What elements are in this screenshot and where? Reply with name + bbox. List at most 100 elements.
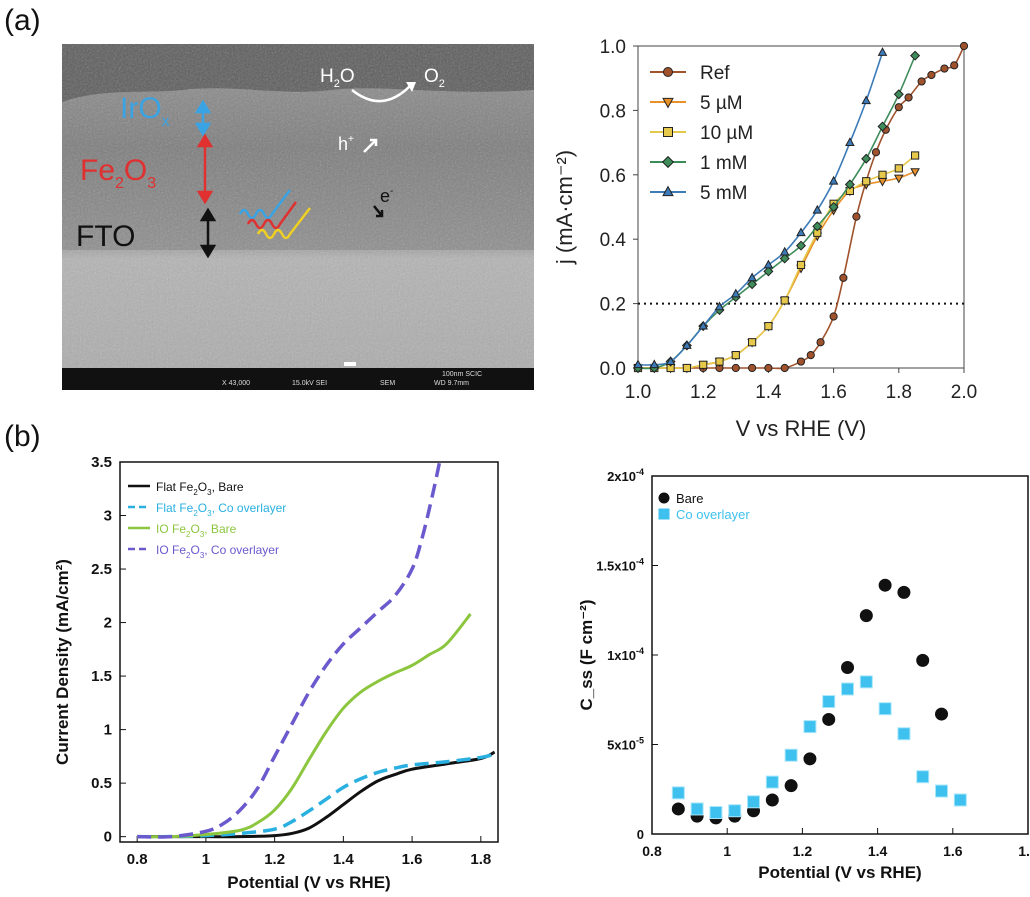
series-line	[637, 154, 916, 370]
sem-scale-text: 100nm SCIC	[442, 371, 482, 378]
y-tick-label: 0.2	[600, 295, 626, 316]
legend-marker	[662, 97, 674, 109]
y-axis-label: Current Density (mA/cm²)	[53, 559, 72, 765]
data-point	[779, 253, 790, 264]
data-point	[764, 322, 773, 331]
data-point	[665, 356, 676, 365]
label-irox: IrOx	[120, 92, 170, 130]
data-point	[841, 661, 855, 675]
chart-b-capacitance: 0 5x10-5 1x10-4 1.5x10-4 2x10-4 0.8 1 1.2 1.4 1.6…	[577, 467, 1030, 882]
data-point	[841, 682, 855, 696]
legend-label: Flat Fe2O3, Co overlayer	[156, 501, 286, 518]
series-4	[633, 47, 888, 369]
data-point	[780, 296, 789, 305]
data-point	[763, 259, 774, 269]
data-point	[862, 177, 871, 186]
y-tick-label: 0	[637, 827, 644, 842]
y-tick-label: 0.6	[600, 166, 626, 187]
sem-kv: 15.0kV SEI	[292, 380, 327, 387]
series-2	[633, 151, 920, 373]
y-tick-label: 2x10-4	[607, 467, 644, 484]
data-point	[784, 779, 798, 793]
data-point	[747, 795, 761, 809]
series-line	[637, 170, 916, 370]
data-point	[747, 279, 758, 290]
y-tick-label: 1.0	[600, 37, 626, 58]
y-tick-label: 2	[104, 615, 112, 632]
x-tick-label: 0.8	[127, 851, 148, 868]
y-tick-label: 1.5x10-4	[596, 557, 644, 574]
x-axis-label: Potential (V vs RHE)	[227, 873, 390, 892]
data-point	[649, 359, 660, 369]
label-o2: O2	[424, 66, 445, 90]
data-point	[699, 360, 708, 369]
data-point	[916, 770, 930, 784]
y-tick-label: 1	[104, 722, 112, 739]
data-point	[894, 103, 903, 112]
legend: Flat Fe2O3, Bare Flat Fe2O3, Co overlayer…	[128, 480, 286, 560]
data-point	[877, 47, 888, 56]
data-point	[839, 273, 848, 282]
series-line	[637, 45, 965, 370]
data-point	[671, 802, 685, 816]
hole-arrow	[363, 138, 378, 153]
data-point	[795, 240, 807, 251]
y-tick-label: 2.5	[91, 561, 112, 578]
legend-label: Ref	[700, 63, 730, 84]
data-point	[910, 168, 920, 177]
x-tick-label: 1.4	[755, 382, 782, 403]
y-tick-label: 0.8	[600, 101, 626, 122]
data-point	[845, 137, 855, 146]
electron-arrow	[373, 205, 384, 218]
reaction-arrow	[351, 85, 411, 103]
data-point	[784, 748, 798, 762]
data-point	[911, 151, 920, 160]
series-line-2	[137, 613, 472, 839]
plot-frame	[637, 45, 965, 369]
data-point	[796, 260, 806, 270]
data-point	[763, 266, 774, 277]
y-tick-label: 0.5	[91, 775, 112, 792]
data-point	[878, 170, 887, 179]
data-point	[765, 793, 779, 807]
data-point	[796, 227, 806, 237]
data-point	[959, 41, 969, 51]
legend-label: Co overlayer	[676, 507, 750, 522]
data-point	[893, 89, 904, 100]
series-line-0	[137, 750, 496, 839]
series-line-3	[137, 462, 442, 839]
data-point	[871, 148, 881, 157]
y-tick-label: 3.5	[91, 454, 112, 471]
data-point	[803, 720, 817, 734]
data-point	[633, 359, 643, 369]
data-point	[803, 752, 817, 766]
label-electron: e-	[380, 186, 393, 206]
y-tick-label: 5x10-5	[607, 736, 644, 753]
data-point	[893, 174, 904, 184]
legend-marker	[663, 127, 673, 137]
data-point	[765, 775, 779, 789]
sem-mag: X 43,000	[222, 380, 250, 387]
data-point	[779, 246, 790, 256]
data-point	[940, 64, 949, 73]
data-point	[748, 338, 757, 347]
data-point	[828, 201, 839, 213]
legend-marker	[661, 155, 675, 169]
x-tick-label: 1.4	[333, 851, 355, 868]
legend: Ref 5 µM 10 µM 1 mM 5 mM	[650, 63, 753, 204]
data-point	[897, 585, 911, 599]
legend-label: Bare	[676, 491, 703, 506]
legend-label: IO Fe2O3, Bare	[156, 522, 237, 539]
data-point	[859, 609, 873, 623]
legend-marker	[663, 67, 673, 77]
data-point	[690, 802, 704, 816]
x-tick-label: 2.0	[951, 382, 977, 403]
data-point	[935, 707, 949, 721]
x-tick-label: 1.0	[625, 382, 651, 403]
y-tick-label: 0.4	[600, 230, 627, 251]
data-point	[852, 212, 861, 221]
y-axis-label: C_ss (F cm⁻²)	[577, 600, 596, 711]
data-point	[917, 77, 926, 86]
data-point	[878, 702, 892, 716]
